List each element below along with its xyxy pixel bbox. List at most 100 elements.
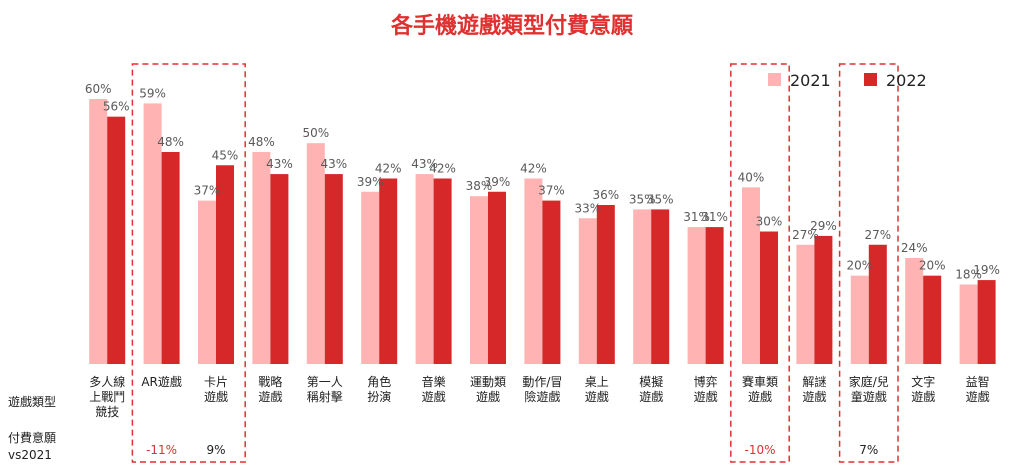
category-label-7: 運動類遊戲 (470, 375, 506, 404)
category-label-10: 模擬遊戲 (639, 374, 663, 404)
value-label-2021-14: 20% (846, 259, 873, 273)
value-label-2021-8: 42% (520, 162, 547, 176)
category-label-8: 動作/冒險遊戲 (522, 375, 562, 404)
value-label-2022-1: 48% (157, 135, 184, 149)
bar-2021-15 (905, 258, 924, 364)
highlight-boxes (131, 63, 899, 463)
bar-2021-0 (89, 99, 108, 364)
legend-label-2021: 2021 (790, 71, 831, 90)
bar-2022-16 (977, 280, 996, 364)
bar-2021-16 (959, 284, 978, 364)
value-label-2022-5: 42% (375, 162, 402, 176)
value-label-2022-4: 43% (320, 157, 347, 171)
bar-2022-1 (161, 152, 180, 364)
value-label-2021-11: 31% (683, 210, 710, 224)
value-label-2021-12: 40% (738, 170, 765, 184)
category-label-12: 賽車類遊戲 (742, 374, 778, 404)
value-label-2021-10: 35% (629, 192, 656, 206)
value-label-2022-12: 30% (756, 215, 783, 229)
category-label-1: AR遊戲 (141, 374, 182, 389)
value-label-2022-0: 56% (103, 100, 130, 114)
change-label-2: 9% (206, 443, 225, 457)
value-label-2022-2: 45% (212, 148, 239, 162)
bar-2021-3 (252, 152, 271, 364)
bar-2021-13 (796, 244, 815, 364)
row-label-category: 遊戲類型 (8, 394, 56, 409)
bar-2022-5 (379, 178, 398, 364)
bar-2022-4 (324, 174, 343, 364)
highlight-box-0 (131, 63, 246, 463)
bar-2022-8 (542, 200, 561, 364)
value-label-2021-13: 27% (792, 228, 819, 242)
legend: 2021 2022 (768, 71, 927, 90)
bar-2021-11 (687, 227, 706, 364)
bar-2022-7 (488, 191, 506, 364)
bar-2021-14 (850, 275, 869, 364)
bar-2021-8 (524, 178, 543, 364)
value-label-2022-3: 43% (266, 157, 293, 171)
value-label-2021-15: 24% (901, 241, 928, 255)
bar-2021-9 (578, 218, 597, 364)
value-label-2022-14: 27% (864, 228, 891, 242)
category-label-0: 多人線上戰鬥競技 (89, 374, 125, 419)
value-label-2021-3: 48% (248, 135, 275, 149)
bar-2022-6 (433, 178, 452, 364)
value-label-2021-2: 37% (194, 184, 221, 198)
value-label-2022-7: 39% (484, 175, 511, 189)
bar-2021-10 (633, 209, 652, 364)
bar-2022-12 (760, 231, 778, 364)
bar-2022-2 (216, 165, 234, 364)
category-label-3: 戰略遊戲 (258, 374, 282, 404)
legend-label-2022: 2022 (886, 71, 927, 90)
legend-swatch-2021 (768, 73, 781, 86)
category-label-14: 家庭/兒童遊戲 (849, 374, 889, 404)
category-label-11: 博弈遊戲 (694, 374, 718, 404)
chart-title: 各手機遊戲類型付費意願 (390, 13, 634, 39)
category-label-4: 第一人稱射擊 (307, 375, 343, 404)
value-label-2022-8: 37% (538, 184, 565, 198)
value-label-2021-6: 43% (411, 157, 438, 171)
category-label-15: 文字遊戲 (911, 374, 935, 404)
highlight-box-2 (838, 63, 899, 463)
value-label-2022-13: 29% (810, 219, 837, 233)
value-label-2022-9: 36% (592, 188, 619, 202)
category-label-6: 音樂遊戲 (422, 374, 446, 404)
bar-2022-15 (923, 275, 942, 364)
bar-2021-1 (143, 103, 162, 365)
legend-swatch-2022 (864, 73, 877, 86)
bar-2022-10 (651, 209, 670, 364)
value-label-2022-10: 35% (647, 192, 674, 206)
bar-2022-0 (107, 116, 126, 365)
bar-2022-14 (868, 244, 887, 364)
value-label-2021-9: 33% (574, 201, 601, 215)
value-label-2022-15: 20% (919, 259, 946, 273)
value-label-2022-6: 42% (429, 162, 456, 176)
category-label-13: 解謎遊戲 (802, 375, 826, 404)
value-labels: 60% 59% 37% 48% 50% 39% 43% 38% 42% 33% 35% 31% 40% 2… (85, 82, 1000, 282)
category-label-5: 角色扮演 (367, 375, 391, 404)
change-labels: -11% 9% -10% 7% (146, 443, 878, 457)
value-label-2022-11: 31% (701, 210, 728, 224)
highlight-box-1 (730, 63, 790, 463)
bar-2022-11 (705, 227, 724, 364)
bar-2022-9 (596, 205, 615, 364)
value-label-2021-16: 18% (955, 268, 982, 282)
value-label-2022-16: 19% (973, 263, 1000, 277)
value-label-2021-5: 39% (357, 175, 384, 189)
bars (89, 99, 996, 365)
bar-2022-13 (814, 235, 833, 364)
value-label-2021-1: 59% (139, 86, 166, 100)
bar-2021-7 (470, 196, 488, 364)
value-label-2021-4: 50% (302, 126, 329, 140)
value-label-2021-0: 60% (85, 82, 112, 96)
category-label-16: 益智遊戲 (966, 374, 990, 404)
bar-2021-6 (415, 174, 434, 364)
category-label-2: 卡片遊戲 (204, 375, 228, 404)
bar-2022-3 (270, 174, 289, 364)
category-label-9: 桌上遊戲 (585, 375, 609, 404)
bar-2021-5 (361, 191, 380, 364)
bar-2021-12 (742, 187, 760, 364)
value-label-2021-7: 38% (466, 179, 493, 193)
